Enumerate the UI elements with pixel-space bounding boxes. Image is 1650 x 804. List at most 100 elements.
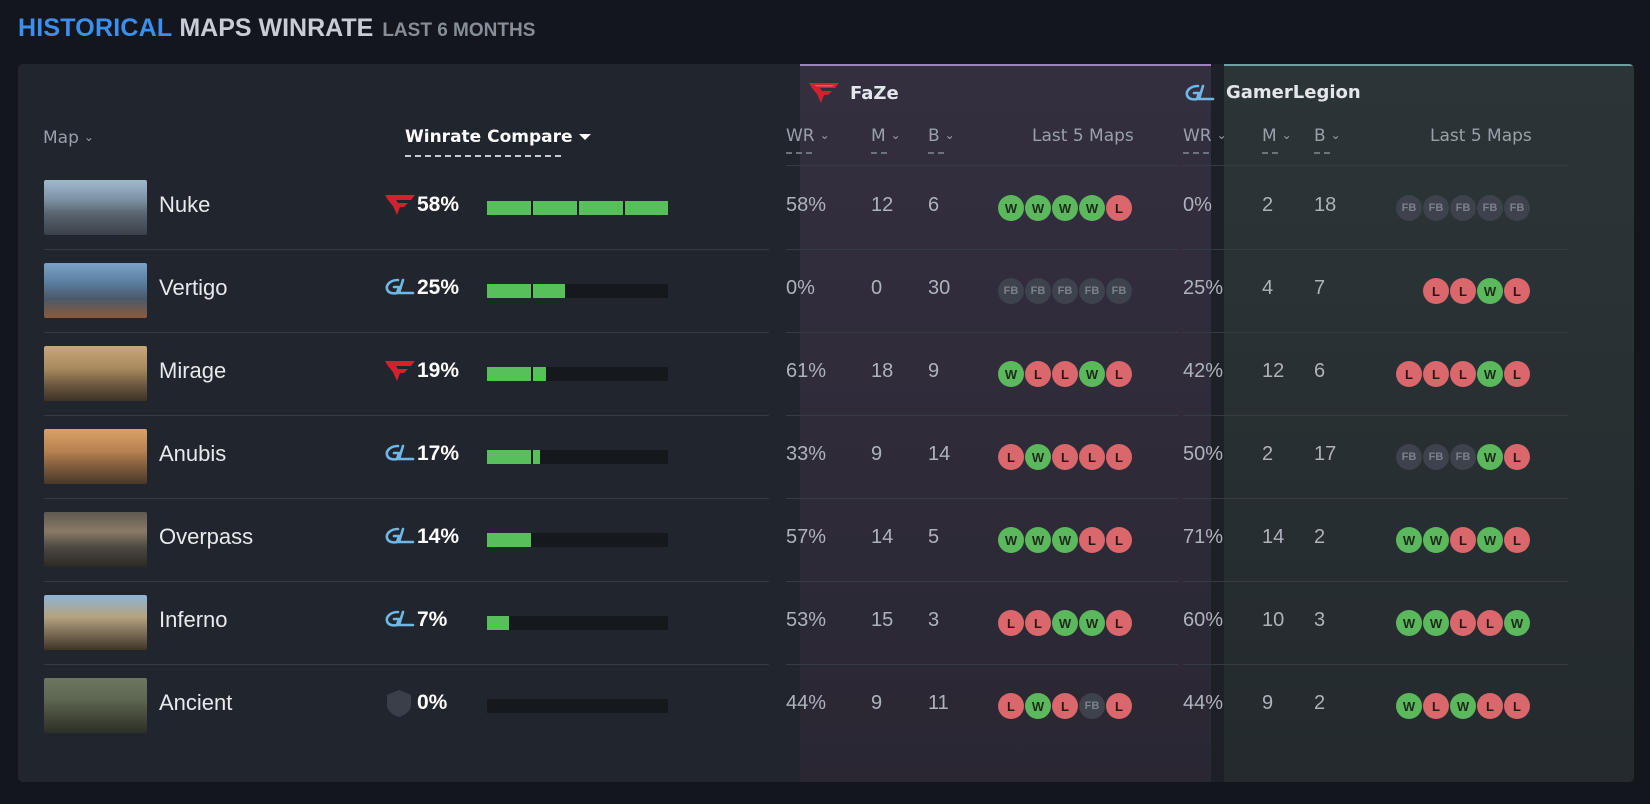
result-l-badge[interactable]: L [1025, 361, 1051, 387]
result-l-badge[interactable]: L [1423, 278, 1449, 304]
result-l-badge[interactable]: L [998, 610, 1024, 636]
map-name[interactable]: Overpass [159, 524, 254, 549]
result-w-badge[interactable]: W [1477, 527, 1503, 553]
chevron-down-icon: ⌄ [83, 130, 94, 144]
result-l-badge[interactable]: L [1052, 444, 1078, 470]
result-fb-badge[interactable]: FB [998, 278, 1024, 304]
map-column-header[interactable]: Map ⌄ [43, 128, 94, 148]
faze-b-header[interactable]: B ⌄ [928, 126, 955, 154]
table-row[interactable]: Mirage 19% 61% 18 9 W L L W L 42% 12 6 L L L W L [18, 332, 1634, 416]
map-name[interactable]: Nuke [159, 192, 211, 217]
result-fb-badge[interactable]: FB [1106, 278, 1132, 304]
map-name[interactable]: Ancient [159, 690, 233, 715]
result-l-badge[interactable]: L [1106, 361, 1132, 387]
map-name[interactable]: Vertigo [159, 275, 228, 300]
result-l-badge[interactable]: L [1396, 361, 1422, 387]
faze-m-header[interactable]: M ⌄ [871, 126, 901, 154]
result-w-badge[interactable]: W [1504, 610, 1530, 636]
result-w-badge[interactable]: W [1025, 527, 1051, 553]
result-w-badge[interactable]: W [1025, 195, 1051, 221]
result-w-badge[interactable]: W [998, 527, 1024, 553]
table-row[interactable]: Nuke 58% 58% 12 6 W W W W L 0% 2 18 FB FB FB FB FB [18, 166, 1634, 250]
result-fb-badge[interactable]: FB [1079, 278, 1105, 304]
result-l-badge[interactable]: L [1106, 195, 1132, 221]
result-fb-badge[interactable]: FB [1079, 693, 1105, 719]
table-row[interactable]: Anubis 17% 33% 9 14 L W L L L 50% 2 17 FB FB FB W L [18, 415, 1634, 499]
result-fb-badge[interactable]: FB [1025, 278, 1051, 304]
result-w-badge[interactable]: W [1025, 693, 1051, 719]
result-w-badge[interactable]: W [1052, 610, 1078, 636]
gl-m-value: 12 [1262, 360, 1285, 382]
result-w-badge[interactable]: W [1396, 610, 1422, 636]
result-w-badge[interactable]: W [1477, 361, 1503, 387]
result-l-badge[interactable]: L [998, 693, 1024, 719]
gl-last5-header: Last 5 Maps [1430, 126, 1532, 146]
gl-m-header[interactable]: M ⌄ [1262, 126, 1292, 154]
gl-wr-header[interactable]: WR ⌄ [1183, 126, 1227, 154]
result-l-badge[interactable]: L [1423, 361, 1449, 387]
result-w-badge[interactable]: W [998, 361, 1024, 387]
result-l-badge[interactable]: L [1504, 278, 1530, 304]
divider [44, 498, 769, 499]
result-fb-badge[interactable]: FB [1477, 195, 1503, 221]
table-row[interactable]: Vertigo 25% 0% 0 30 FB FB FB FB FB 25% 4 7 L L W L [18, 249, 1634, 333]
result-l-badge[interactable]: L [1106, 444, 1132, 470]
result-w-badge[interactable]: W [1052, 195, 1078, 221]
result-l-badge[interactable]: L [1504, 444, 1530, 470]
result-l-badge[interactable]: L [1106, 610, 1132, 636]
result-fb-badge[interactable]: FB [1396, 195, 1422, 221]
result-l-badge[interactable]: L [1423, 693, 1449, 719]
gl-wr-value: 42% [1183, 360, 1224, 382]
result-fb-badge[interactable]: FB [1450, 444, 1476, 470]
result-l-badge[interactable]: L [1450, 527, 1476, 553]
map-name[interactable]: Inferno [159, 607, 228, 632]
gl-wr-value: 71% [1183, 526, 1224, 548]
result-l-badge[interactable]: L [1052, 693, 1078, 719]
result-w-badge[interactable]: W [1396, 527, 1422, 553]
result-l-badge[interactable]: L [1504, 527, 1530, 553]
result-w-badge[interactable]: W [1079, 195, 1105, 221]
table-row[interactable]: Overpass 14% 57% 14 5 W W W L L 71% 14 2 W W L W L [18, 498, 1634, 582]
result-l-badge[interactable]: L [1079, 527, 1105, 553]
result-fb-badge[interactable]: FB [1052, 278, 1078, 304]
faze-wr-header[interactable]: WR ⌄ [786, 126, 830, 154]
table-row[interactable]: Inferno 7% 53% 15 3 L L W W L 60% 10 3 W W L L W [18, 581, 1634, 665]
result-fb-badge[interactable]: FB [1423, 444, 1449, 470]
map-name[interactable]: Mirage [159, 358, 227, 383]
result-l-badge[interactable]: L [1450, 278, 1476, 304]
result-l-badge[interactable]: L [1052, 361, 1078, 387]
result-fb-badge[interactable]: FB [1423, 195, 1449, 221]
result-l-badge[interactable]: L [1477, 610, 1503, 636]
bar-segment [533, 201, 577, 215]
result-w-badge[interactable]: W [1477, 278, 1503, 304]
result-w-badge[interactable]: W [1052, 527, 1078, 553]
map-name[interactable]: Anubis [159, 441, 227, 466]
result-w-badge[interactable]: W [1025, 444, 1051, 470]
result-w-badge[interactable]: W [1079, 361, 1105, 387]
result-fb-badge[interactable]: FB [1396, 444, 1422, 470]
result-l-badge[interactable]: L [998, 444, 1024, 470]
result-l-badge[interactable]: L [1106, 693, 1132, 719]
result-l-badge[interactable]: L [1450, 610, 1476, 636]
result-w-badge[interactable]: W [1423, 527, 1449, 553]
result-l-badge[interactable]: L [1106, 527, 1132, 553]
result-l-badge[interactable]: L [1450, 361, 1476, 387]
result-fb-badge[interactable]: FB [1504, 195, 1530, 221]
table-row[interactable]: Ancient 0% 44% 9 11 L W L FB L 44% 9 2 W L W L L [18, 664, 1634, 747]
result-l-badge[interactable]: L [1504, 361, 1530, 387]
faze-wr-value: 33% [786, 443, 827, 465]
result-fb-badge[interactable]: FB [1450, 195, 1476, 221]
result-w-badge[interactable]: W [1477, 444, 1503, 470]
result-l-badge[interactable]: L [1504, 693, 1530, 719]
result-w-badge[interactable]: W [998, 195, 1024, 221]
winrate-compare-value: 7% [417, 608, 448, 631]
gl-b-header[interactable]: B ⌄ [1314, 126, 1341, 154]
result-w-badge[interactable]: W [1423, 610, 1449, 636]
result-l-badge[interactable]: L [1477, 693, 1503, 719]
result-l-badge[interactable]: L [1025, 610, 1051, 636]
result-l-badge[interactable]: L [1079, 444, 1105, 470]
winrate-compare-header[interactable]: Winrate Compare [405, 127, 591, 157]
result-w-badge[interactable]: W [1396, 693, 1422, 719]
result-w-badge[interactable]: W [1079, 610, 1105, 636]
result-w-badge[interactable]: W [1450, 693, 1476, 719]
